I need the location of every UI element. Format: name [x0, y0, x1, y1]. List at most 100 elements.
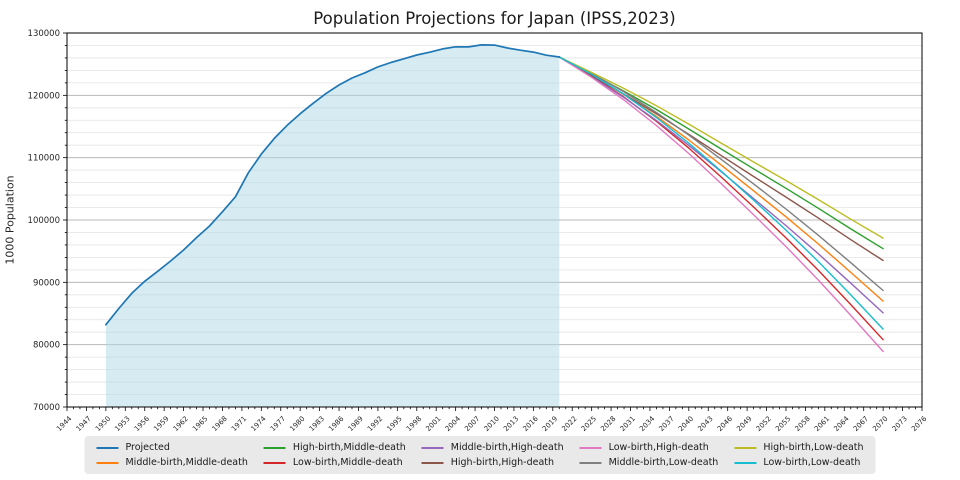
svg-text:1953: 1953 [113, 415, 131, 433]
svg-text:2043: 2043 [696, 415, 714, 433]
svg-text:2040: 2040 [677, 415, 695, 433]
legend-swatch [734, 461, 757, 464]
legend-column: Projected Middle-birth,Middle-death [96, 442, 248, 468]
svg-text:1992: 1992 [366, 415, 384, 433]
legend-item-high-birth-low-death: High-birth,Low-death [734, 442, 864, 453]
legend-label: Middle-birth,High-death [450, 442, 564, 453]
legend-label: High-birth,High-death [450, 457, 555, 468]
legend-swatch [734, 446, 757, 449]
svg-text:80000: 80000 [33, 341, 60, 351]
svg-text:130000: 130000 [28, 29, 60, 39]
svg-text:2070: 2070 [871, 415, 889, 433]
svg-text:2064: 2064 [832, 414, 851, 433]
y-tick-labels: 70000 80000 90000 100000 110000 120000 130000 [28, 29, 60, 413]
svg-text:1986: 1986 [327, 414, 346, 433]
legend-label: Low-birth,High-death [608, 442, 709, 453]
legend-item-middle-birth-middle-death: Middle-birth,Middle-death [96, 457, 248, 468]
legend-column: Low-birth,High-death Middle-birth,Low-dea… [579, 442, 719, 468]
svg-text:2028: 2028 [599, 415, 617, 433]
svg-text:1968: 1968 [211, 415, 229, 433]
svg-text:1947: 1947 [75, 415, 93, 433]
chart-title: Population Projections for Japan (IPSS,2… [313, 9, 676, 28]
series-line-middle-birth-middle-death [558, 56, 884, 302]
svg-text:2034: 2034 [638, 414, 657, 433]
legend-item-middle-birth-low-death: Middle-birth,Low-death [579, 457, 719, 468]
series-line-projected [105, 44, 561, 326]
svg-text:2022: 2022 [560, 415, 578, 433]
svg-text:1971: 1971 [230, 415, 248, 433]
svg-text:2001: 2001 [424, 415, 442, 433]
svg-text:1950: 1950 [94, 415, 112, 433]
svg-text:2076: 2076 [910, 414, 929, 433]
svg-text:110000: 110000 [28, 154, 60, 164]
legend-column: High-birth,Low-death Low-birth,Low-death [734, 442, 864, 468]
legend-swatch [96, 446, 119, 449]
legend-swatch [263, 461, 286, 464]
svg-text:2067: 2067 [852, 415, 870, 433]
svg-text:2046: 2046 [716, 414, 735, 433]
legend-item-projected: Projected [96, 442, 247, 453]
legend-column: High-birth,Middle-death Low-birth,Middle-… [263, 442, 406, 468]
svg-text:90000: 90000 [33, 278, 60, 288]
y-ticks [63, 32, 67, 408]
legend-swatch [579, 446, 602, 449]
legend-item-middle-birth-high-death: Middle-birth,High-death [421, 442, 564, 453]
legend-label: High-birth,Low-death [763, 442, 864, 453]
projection-lines [558, 56, 884, 353]
svg-text:70000: 70000 [33, 403, 60, 413]
legend-swatch [421, 461, 444, 464]
svg-text:2055: 2055 [774, 415, 792, 433]
svg-text:1962: 1962 [172, 415, 190, 433]
svg-text:1998: 1998 [405, 415, 423, 433]
svg-text:2037: 2037 [658, 415, 676, 433]
svg-text:1956: 1956 [133, 414, 152, 433]
x-ticks [66, 407, 923, 411]
legend-column: Middle-birth,High-death High-birth,High-d… [421, 442, 564, 468]
legend-swatch [579, 461, 602, 464]
legend-item-high-birth-high-death: High-birth,High-death [421, 457, 564, 468]
svg-text:1977: 1977 [269, 415, 287, 433]
svg-text:1989: 1989 [347, 415, 365, 433]
svg-text:1974: 1974 [249, 414, 268, 433]
legend-swatch [421, 446, 444, 449]
svg-text:2013: 2013 [502, 415, 520, 433]
svg-text:2010: 2010 [483, 415, 501, 433]
series-line-high-birth-low-death [558, 56, 884, 239]
legend-label: Middle-birth,Middle-death [125, 457, 248, 468]
svg-text:1980: 1980 [288, 415, 306, 433]
svg-text:2019: 2019 [541, 415, 559, 433]
legend-swatch [96, 461, 119, 464]
svg-text:1983: 1983 [308, 415, 326, 433]
svg-text:1965: 1965 [191, 415, 209, 433]
svg-text:2058: 2058 [794, 415, 812, 433]
legend-swatch [263, 446, 286, 449]
legend-label: Low-birth,Low-death [763, 457, 861, 468]
x-tick-labels: 1944 1947 1950 1953 1956 1959 1962 1965 1968 1971… [55, 414, 929, 433]
legend-item-low-birth-low-death: Low-birth,Low-death [734, 457, 863, 468]
svg-text:2052: 2052 [755, 415, 773, 433]
svg-text:100000: 100000 [28, 216, 60, 226]
legend-label: Low-birth,Middle-death [292, 457, 403, 468]
svg-text:2031: 2031 [619, 415, 637, 433]
series-line-low-birth-high-death [558, 56, 884, 353]
svg-text:2049: 2049 [735, 415, 753, 433]
legend-item-low-birth-high-death: Low-birth,High-death [579, 442, 719, 453]
svg-text:1959: 1959 [152, 415, 170, 433]
legend-label: High-birth,Middle-death [292, 442, 406, 453]
series-line-middle-birth-low-death [558, 56, 884, 292]
historical-area [105, 44, 560, 408]
svg-text:2073: 2073 [891, 415, 909, 433]
svg-text:2025: 2025 [580, 415, 598, 433]
svg-text:2061: 2061 [813, 415, 831, 433]
svg-text:1944: 1944 [55, 414, 74, 433]
legend-item-low-birth-middle-death: Low-birth,Middle-death [263, 457, 406, 468]
svg-text:120000: 120000 [28, 91, 60, 101]
legend-item-high-birth-middle-death: High-birth,Middle-death [263, 442, 406, 453]
legend-label: Projected [125, 442, 170, 453]
svg-text:2004: 2004 [444, 414, 463, 433]
svg-text:1995: 1995 [385, 415, 403, 433]
svg-text:2016: 2016 [522, 414, 541, 433]
legend-label: Middle-birth,Low-death [608, 457, 719, 468]
